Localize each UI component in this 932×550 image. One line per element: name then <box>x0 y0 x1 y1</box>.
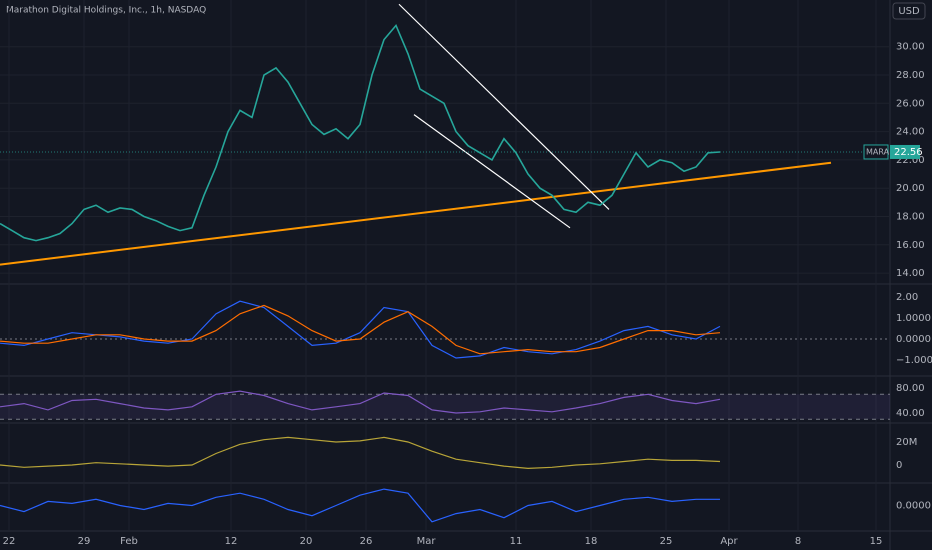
y-tick-label: 22.00 <box>896 155 925 166</box>
y-tick-label: 26.00 <box>896 98 925 109</box>
x-tick-label: 8 <box>795 536 801 547</box>
price-tag <box>890 144 920 159</box>
x-tick-label: Feb <box>120 536 138 547</box>
x-tick-label: 25 <box>660 536 673 547</box>
trendline <box>0 161 832 266</box>
series-name: MARA <box>866 147 890 156</box>
y-tick-label: 40.00 <box>896 408 925 419</box>
chart-title: Marathon Digital Holdings, Inc., 1h, NAS… <box>6 6 206 16</box>
x-tick-label: Mar <box>417 536 437 547</box>
y-tick-label: 20.00 <box>896 183 925 194</box>
series-line <box>0 23 721 242</box>
y-tick-label: 80.00 <box>896 383 925 394</box>
currency: USD <box>898 6 920 17</box>
y-tick-label: 24.00 <box>896 127 925 138</box>
series-line <box>0 300 721 359</box>
series-line <box>0 390 721 414</box>
series-line <box>0 488 720 523</box>
y-tick-label: 2.00 <box>896 292 918 303</box>
x-tick-label: 18 <box>585 536 598 547</box>
y-tick-label: 16.00 <box>896 240 925 251</box>
y-tick-label: 20M <box>896 437 917 448</box>
y-tick-label: 0.0000 <box>896 334 931 345</box>
y-tick-label: −1.0000 <box>896 355 932 366</box>
x-tick-label: 20 <box>300 536 313 547</box>
x-tick-label: 15 <box>870 536 883 547</box>
series-line <box>0 436 721 470</box>
x-tick-label: 12 <box>225 536 238 547</box>
last-value: 22.56 <box>894 147 923 158</box>
x-tick-label: 22 <box>3 536 16 547</box>
y-tick-label: 1.0000 <box>896 313 931 324</box>
currency-box[interactable] <box>892 2 926 20</box>
trendline <box>413 114 571 229</box>
y-tick-label: 30.00 <box>896 42 925 53</box>
y-tick-label: 18.00 <box>896 211 925 222</box>
series-line <box>0 304 721 355</box>
x-tick-label: 29 <box>78 536 91 547</box>
x-tick-label: 26 <box>360 536 373 547</box>
y-tick-label: 0.0000 <box>896 500 931 511</box>
y-tick-label: 14.00 <box>896 268 925 279</box>
trendline <box>398 3 610 210</box>
price-badge <box>863 144 889 160</box>
x-tick-label: Apr <box>720 536 738 547</box>
x-tick-label: 11 <box>510 536 523 547</box>
y-tick-label: 28.00 <box>896 70 925 81</box>
rsi-band <box>0 394 890 420</box>
y-tick-label: 0 <box>896 460 902 471</box>
